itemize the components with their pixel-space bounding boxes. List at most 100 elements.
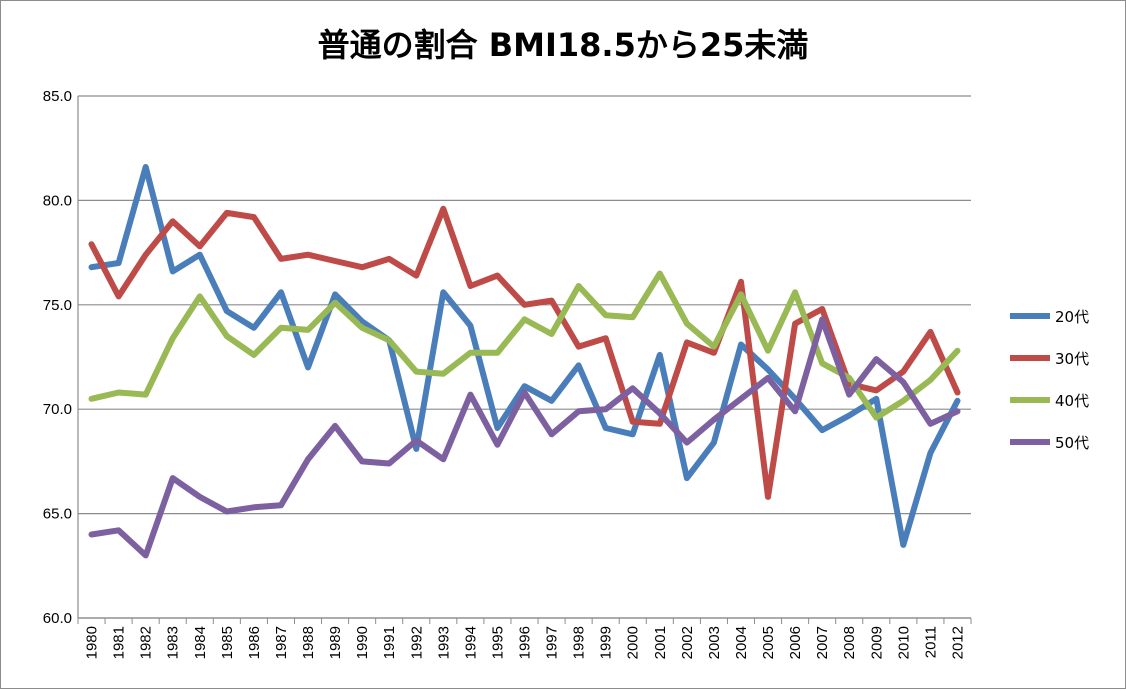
data-point (766, 348, 770, 353)
x-tick-label: 2001 (652, 626, 669, 659)
data-point (684, 321, 689, 326)
legend-label: 40代 (1055, 392, 1089, 410)
data-point (576, 344, 581, 349)
x-tick-label: 2005 (760, 626, 777, 659)
data-point (441, 290, 446, 295)
data-point (441, 206, 446, 211)
axes: 60.0 65.0 70.0 75.0 80.0 85.0 1980 1981 1982 1983… (43, 88, 972, 659)
data-point (522, 390, 527, 395)
x-tick-label: 1991 (381, 626, 398, 659)
data-point (468, 323, 473, 328)
data-point (928, 421, 933, 426)
data-point (793, 396, 798, 401)
legend-item: 30代 (1010, 350, 1089, 368)
y-tick-label: 65.0 (43, 506, 72, 523)
data-point (197, 252, 202, 257)
x-tick-label: 1999 (598, 626, 615, 659)
data-point (820, 361, 825, 366)
data-point (630, 419, 635, 424)
x-tick-label: 1980 (84, 626, 101, 659)
data-point (279, 256, 283, 261)
data-point (414, 446, 419, 451)
data-point (360, 319, 365, 324)
data-point (603, 313, 608, 318)
data-point (495, 442, 500, 447)
data-point (739, 292, 743, 297)
data-point (414, 273, 419, 278)
data-point (522, 302, 527, 307)
data-point (251, 325, 256, 330)
data-point (874, 396, 879, 401)
legend-item: 40代 (1010, 392, 1089, 410)
data-point (495, 350, 500, 355)
data-point (739, 279, 743, 284)
data-point (414, 438, 419, 443)
data-point (333, 292, 338, 297)
x-tick-label: 1997 (544, 626, 561, 659)
data-point (766, 375, 770, 380)
data-point (170, 269, 175, 274)
data-point (711, 440, 716, 445)
data-point (928, 378, 933, 382)
x-tick-label: 2008 (841, 626, 858, 659)
data-point (603, 407, 608, 412)
data-point (955, 398, 960, 403)
data-point (143, 252, 148, 257)
data-point (901, 542, 906, 547)
data-point (630, 432, 635, 437)
y-tick-label: 80.0 (43, 192, 72, 209)
data-point (549, 432, 554, 437)
x-tick-label: 2011 (922, 626, 939, 658)
data-point (847, 382, 852, 387)
x-tick-label: 1986 (246, 626, 263, 659)
data-point (306, 457, 310, 462)
data-point (333, 259, 338, 263)
x-tick-label: 1995 (489, 626, 506, 659)
data-point (630, 386, 635, 391)
data-point (657, 421, 662, 426)
data-point (657, 411, 662, 416)
data-point (360, 265, 365, 270)
data-point (549, 298, 554, 303)
data-point (333, 300, 338, 305)
data-point (279, 290, 283, 295)
series-line-50代 (88, 316, 961, 559)
data-point (251, 505, 256, 510)
data-point (387, 461, 392, 466)
y-tick-label: 70.0 (43, 401, 72, 418)
data-point (549, 398, 554, 403)
data-point (874, 357, 879, 362)
data-point (711, 417, 716, 422)
x-tick-label: 1996 (517, 626, 534, 659)
data-point (224, 509, 229, 514)
y-tick-label: 60.0 (43, 610, 72, 627)
x-tick-label: 2002 (679, 626, 696, 659)
data-point (441, 371, 446, 376)
x-tick-label: 1981 (111, 626, 128, 659)
y-tick-label: 75.0 (43, 297, 72, 314)
x-tick-label: 2009 (868, 626, 885, 659)
data-point (739, 342, 743, 347)
data-point (928, 451, 933, 455)
x-tick-label: 1993 (435, 626, 452, 659)
data-point (793, 290, 798, 295)
data-point (224, 210, 229, 215)
chart-title: 普通の割合 BMI18.5から25未満 (317, 26, 809, 64)
data-point (874, 388, 879, 393)
data-point (847, 375, 852, 380)
data-point (739, 396, 743, 401)
y-tick-label: 85.0 (43, 88, 72, 105)
data-point (170, 336, 175, 341)
data-point (901, 398, 906, 403)
data-point (468, 284, 473, 288)
data-point (576, 363, 581, 368)
data-point (89, 396, 94, 401)
legend-item: 50代 (1010, 434, 1089, 452)
data-point (820, 307, 825, 311)
data-point (468, 350, 473, 355)
data-point (522, 384, 527, 389)
data-point (711, 350, 716, 355)
data-point (847, 392, 852, 397)
data-point (387, 338, 392, 343)
